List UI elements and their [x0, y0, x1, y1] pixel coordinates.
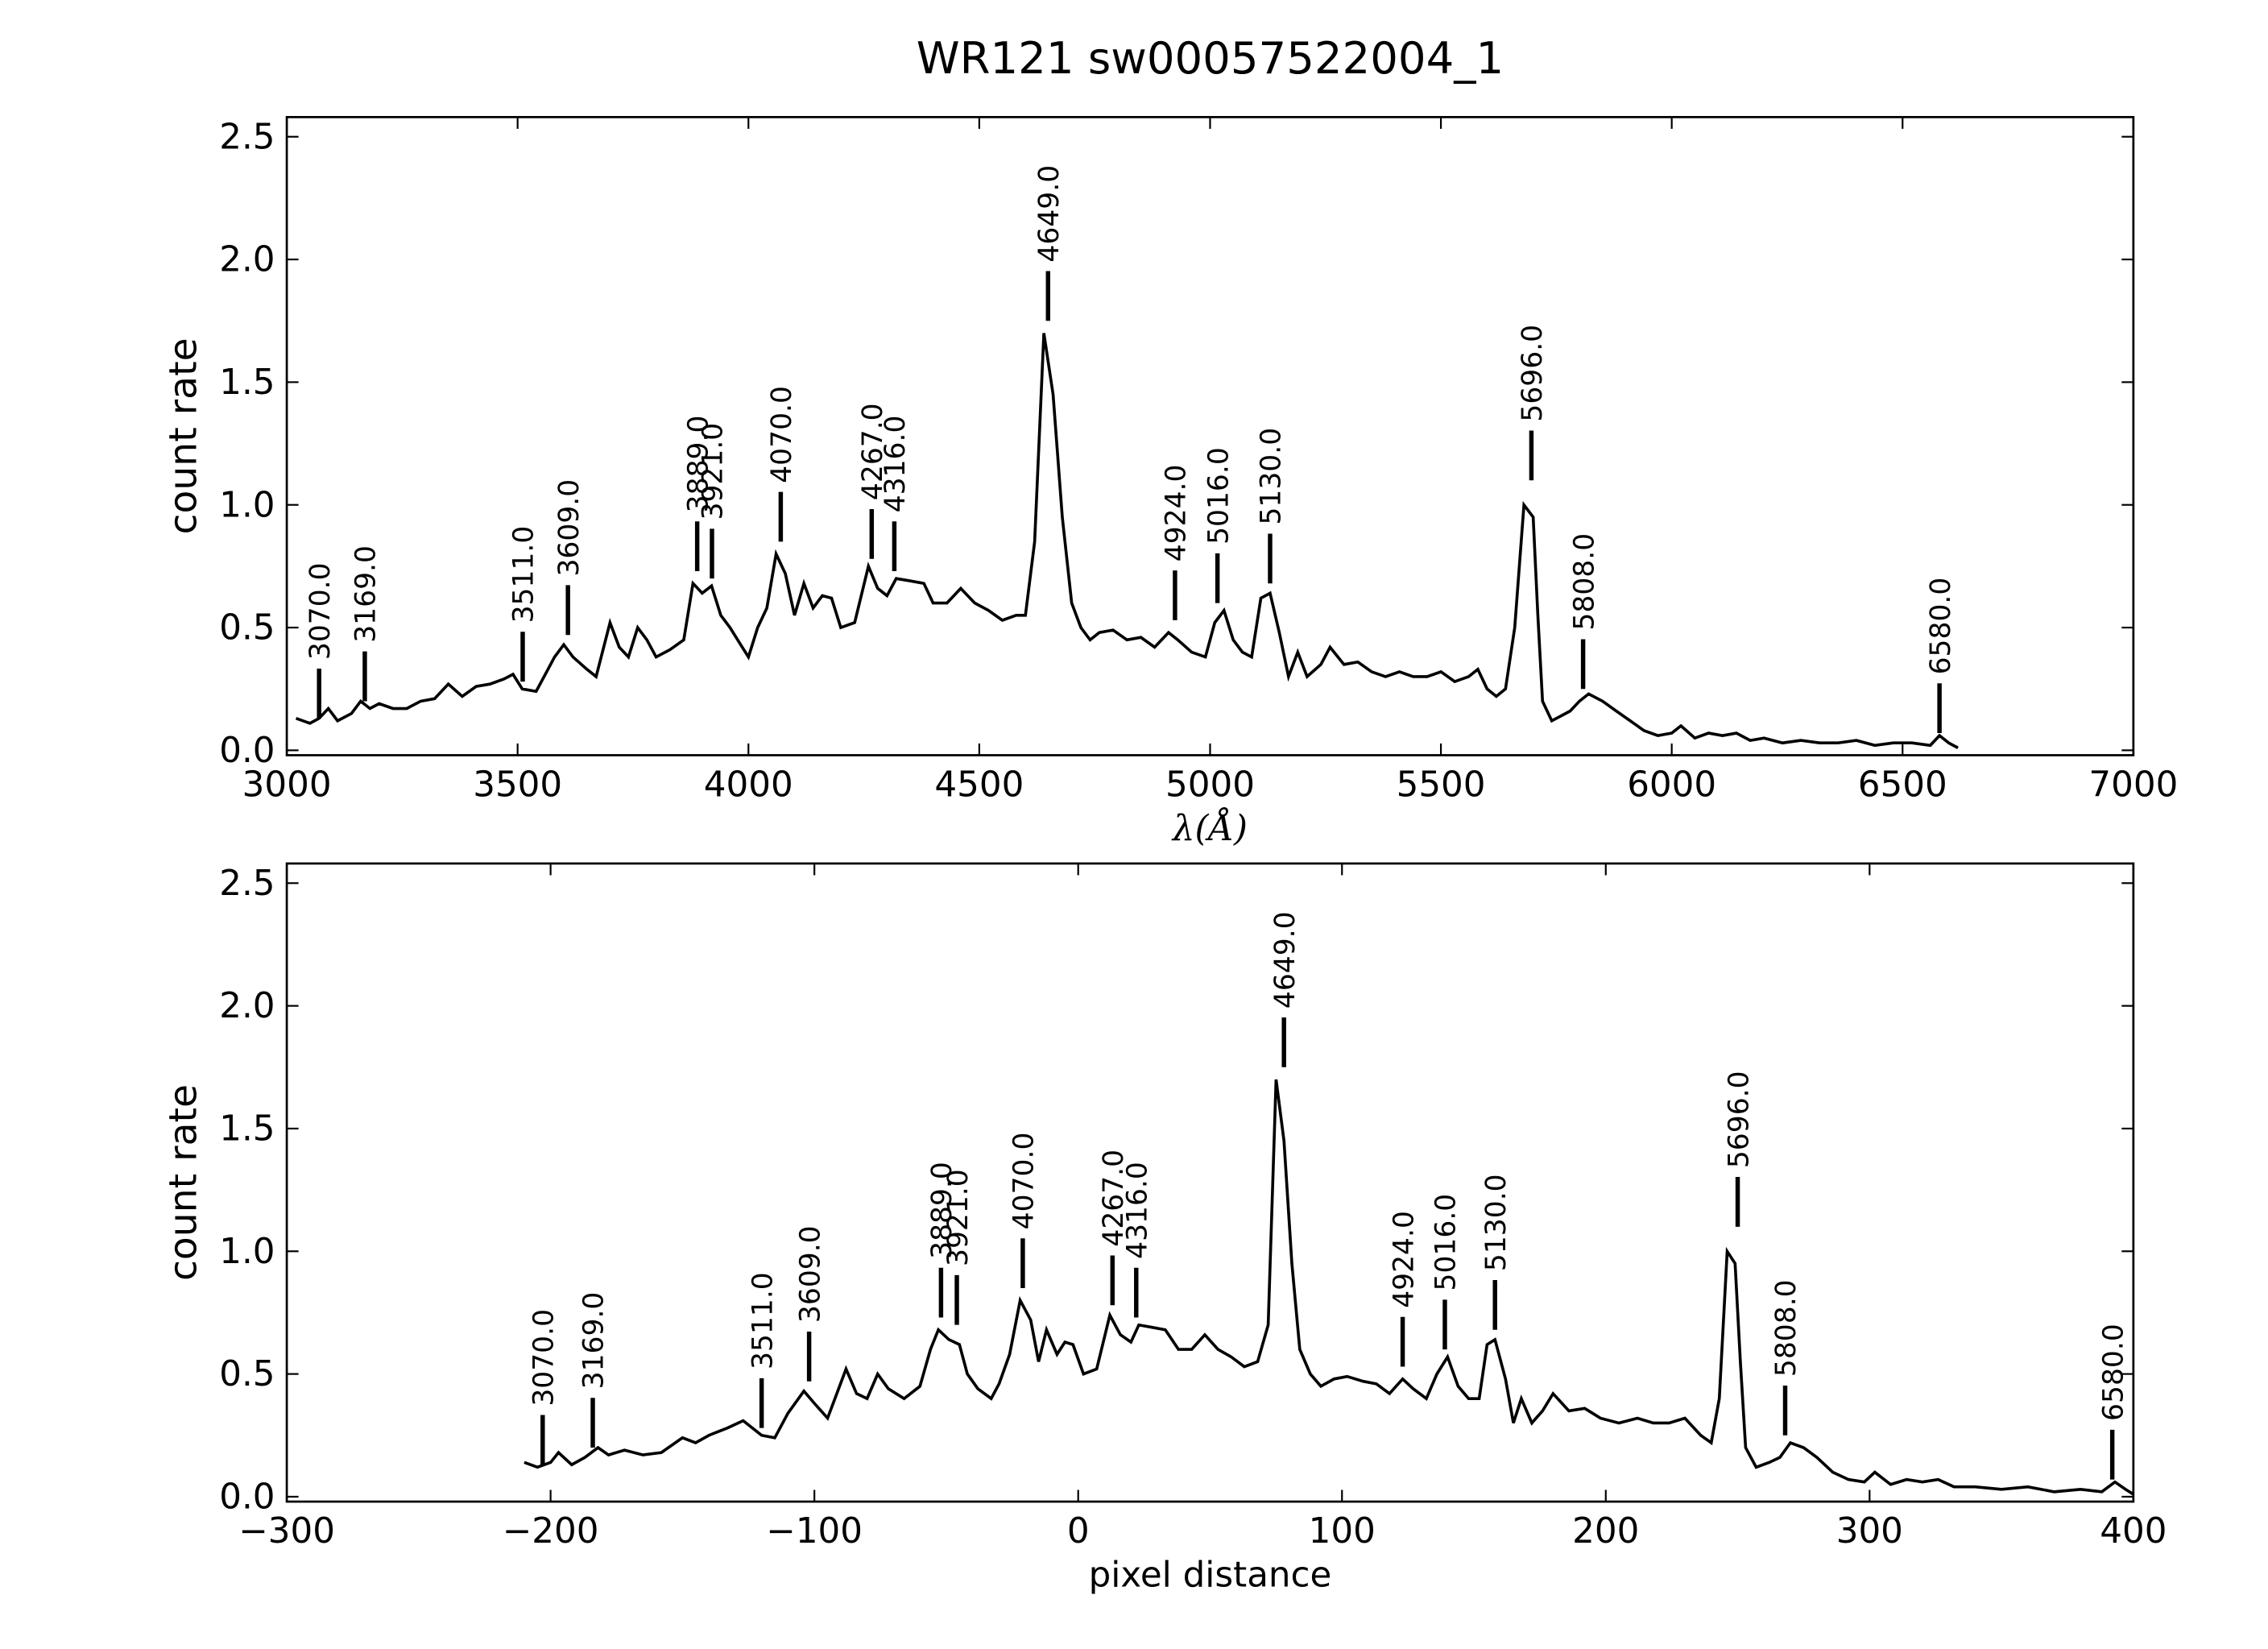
y-tick-label: 2.0 [219, 240, 275, 280]
annotation-label: 3169.0 [350, 545, 383, 643]
x-tick-label: 100 [1309, 1511, 1376, 1552]
annotation-label: 4267.0 [1098, 1150, 1130, 1247]
annotation-label: 3609.0 [553, 479, 586, 577]
x-tick-label: 7000 [2088, 764, 2178, 805]
annotation-label: 4070.0 [766, 386, 798, 483]
annotation-label: 4924.0 [1388, 1211, 1420, 1308]
y-tick-label: 0.5 [219, 608, 275, 648]
annotation-label: 3889.0 [682, 416, 714, 513]
x-tick-label: 0 [1067, 1511, 1090, 1552]
annotation-label: 3070.0 [528, 1309, 561, 1407]
x-tick-label: 300 [1836, 1511, 1903, 1552]
y-tick-label: 1.5 [219, 1108, 275, 1149]
x-tick-label: 4500 [934, 764, 1024, 805]
annotation-label: 5696.0 [1517, 325, 1549, 422]
y-tick-label: 0.0 [219, 1477, 275, 1517]
x-tick-label: 200 [1572, 1511, 1639, 1552]
axes-frame [285, 862, 2135, 1503]
annotation-label: 6580.0 [1925, 578, 1957, 675]
annotation-label: 5808.0 [1770, 1279, 1802, 1377]
x-tick-label: 3000 [242, 764, 332, 805]
annotation-label: 3511.0 [747, 1272, 779, 1369]
spectrum-line [295, 333, 1959, 749]
annotation-label: 3921.0 [942, 1169, 975, 1266]
annotation-label: 5130.0 [1256, 428, 1288, 525]
x-tick-label: −100 [766, 1511, 863, 1552]
chart-title: WR121 sw00057522004_1 [917, 32, 1504, 84]
annotation-label: 5016.0 [1430, 1194, 1463, 1291]
x-tick-label: 5500 [1397, 764, 1486, 805]
y-tick-label: 1.0 [219, 1232, 275, 1272]
annotation-label: 4649.0 [1269, 911, 1302, 1009]
x-tick-label: 4000 [704, 764, 793, 805]
annotation-label: 6580.0 [2097, 1324, 2129, 1421]
annotation-label: 3070.0 [304, 562, 337, 660]
x-tick-label: −300 [238, 1511, 335, 1552]
annotation-label: 5016.0 [1202, 447, 1235, 545]
y-tick-label: 1.0 [219, 485, 275, 525]
annotation-label: 4267.0 [857, 403, 889, 500]
annotation-label: 3169.0 [578, 1292, 610, 1390]
x-axis-label: pixel distance [1089, 1555, 1332, 1595]
annotation-label: 4316.0 [879, 416, 912, 513]
annotation-label: 4316.0 [1121, 1162, 1153, 1259]
y-tick-label: 0.5 [219, 1354, 275, 1394]
axes-frame [285, 115, 2135, 756]
annotation-label: 4070.0 [1008, 1133, 1041, 1230]
annotation-label: 3921.0 [697, 423, 730, 520]
y-axis-label: count rate [161, 1084, 205, 1281]
x-tick-label: 5000 [1165, 764, 1255, 805]
spectrum-line [524, 1079, 2134, 1496]
annotation-label: 3609.0 [794, 1225, 826, 1323]
x-tick-label: 3500 [473, 764, 562, 805]
x-tick-label: 6000 [1627, 764, 1716, 805]
annotation-label: 5696.0 [1723, 1071, 1755, 1168]
x-tick-label: 6500 [1858, 764, 1947, 805]
y-tick-label: 0.0 [219, 731, 275, 771]
y-tick-label: 2.0 [219, 986, 275, 1026]
x-tick-label: 400 [2100, 1511, 2167, 1552]
annotation-label: 5130.0 [1480, 1174, 1513, 1271]
annotation-label: 4924.0 [1161, 465, 1193, 562]
annotation-label: 3511.0 [508, 526, 540, 624]
annotation-label: 4649.0 [1033, 165, 1066, 263]
x-tick-label: −200 [503, 1511, 599, 1552]
y-tick-label: 2.5 [219, 864, 275, 904]
y-axis-label: count rate [161, 338, 205, 534]
x-axis-label: λ(Å) [1171, 808, 1248, 849]
annotation-label: 5808.0 [1568, 533, 1600, 631]
y-tick-label: 1.5 [219, 363, 275, 403]
annotation-label: 3889.0 [926, 1162, 958, 1259]
y-tick-label: 2.5 [219, 117, 275, 157]
